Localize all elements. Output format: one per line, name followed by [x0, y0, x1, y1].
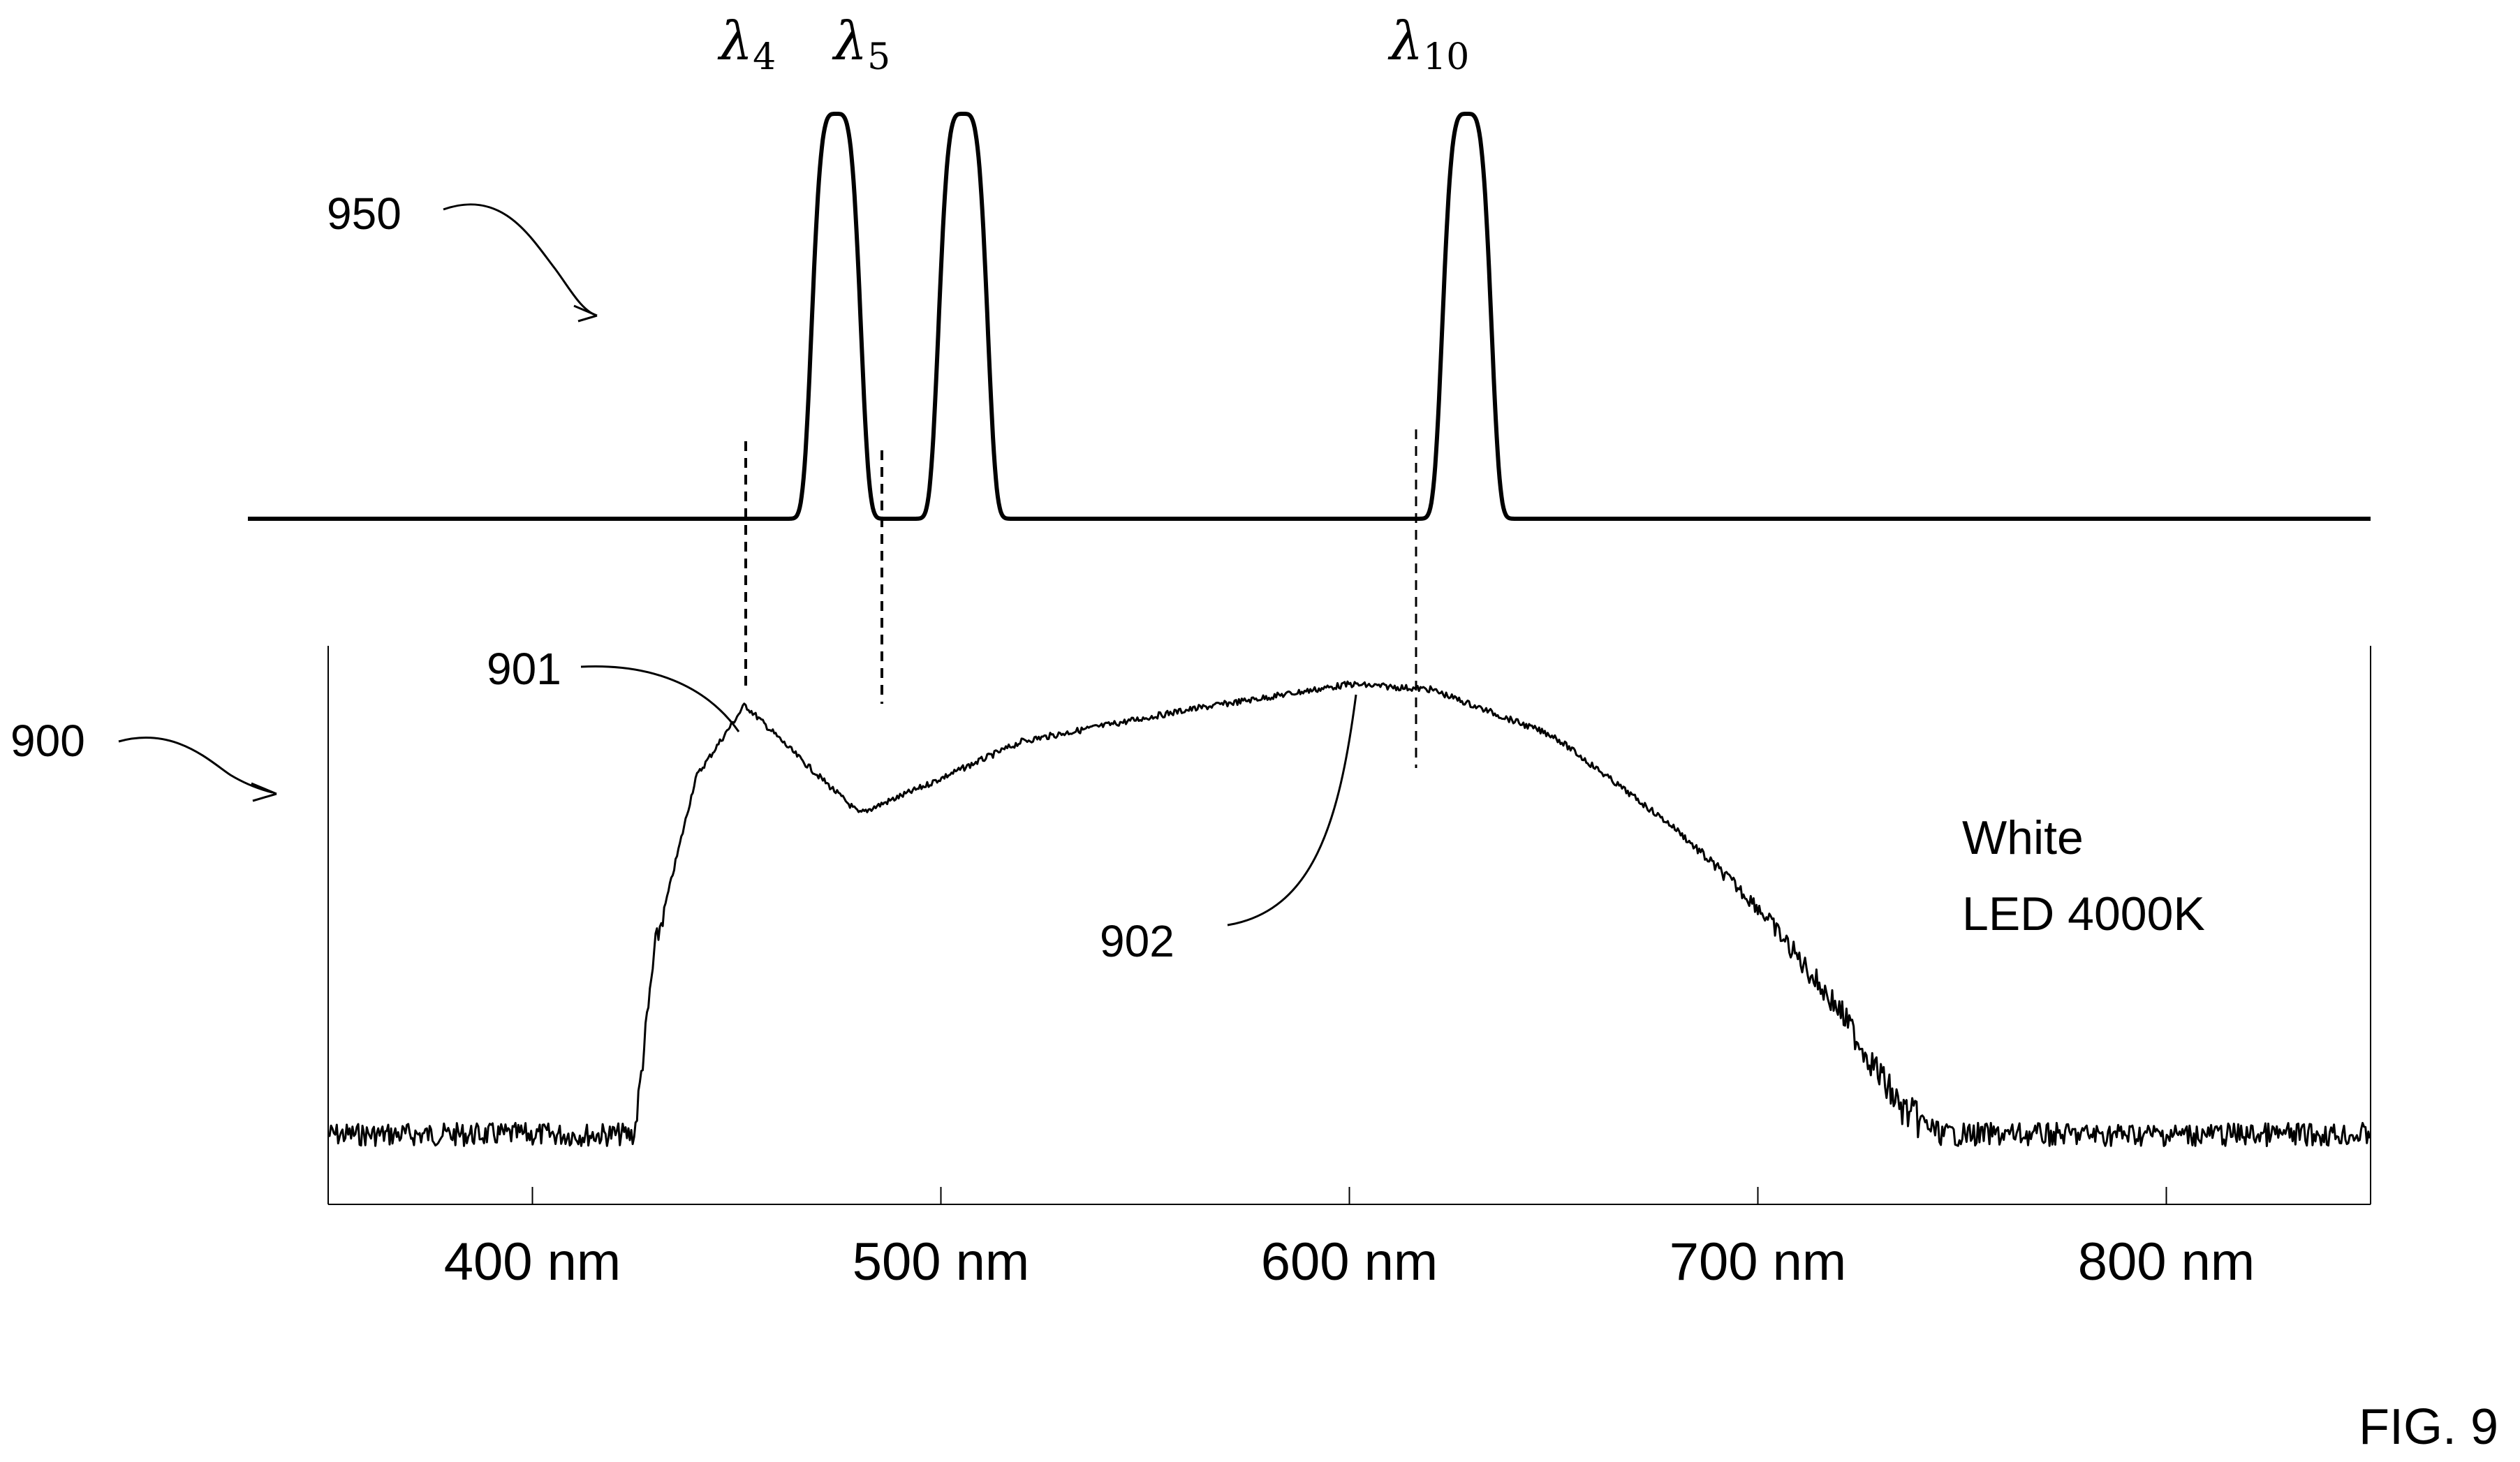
- ref-label-900: 900: [10, 716, 85, 766]
- callout-line-901: [580, 665, 740, 732]
- ref-arrow-900: [118, 737, 273, 794]
- bottom-panel: 400 nm 500 nm 600 nm 700 nm 800 nm White LED…: [10, 644, 2371, 1292]
- figure-label: FIG. 9: [2359, 1399, 2498, 1455]
- x-tick-labels: 400 nm 500 nm 600 nm 700 nm 800 nm: [444, 1232, 2255, 1292]
- x-tick-label-2: 600 nm: [1261, 1232, 1438, 1292]
- peak-label-lambda10: λ10: [1387, 10, 1469, 78]
- peak-label-lambda5: λ5: [832, 10, 890, 78]
- x-tick-label-4: 800 nm: [2078, 1232, 2255, 1292]
- peak-label-lambda4: λ4: [717, 10, 776, 78]
- peak-guides: [744, 429, 1417, 768]
- ref-label-950: 950: [327, 189, 401, 239]
- x-tick-label-0: 400 nm: [444, 1232, 621, 1292]
- callout-label-901: 901: [487, 644, 561, 694]
- arrowhead-950-icon: [573, 304, 598, 323]
- callout-label-902: 902: [1100, 916, 1174, 966]
- filter-peaks-curve: [246, 112, 2372, 521]
- x-ticks: [531, 1187, 2167, 1204]
- callout-line-902: [1227, 694, 1357, 926]
- arrowhead-900-icon: [251, 782, 277, 802]
- ref-arrow-950: [443, 203, 594, 316]
- legend-line-2: LED 4000K: [1962, 887, 2205, 940]
- legend-line-1: White: [1962, 811, 2084, 864]
- x-tick-label-3: 700 nm: [1670, 1232, 1847, 1292]
- x-tick-label-1: 500 nm: [853, 1232, 1030, 1292]
- top-panel: λ4 λ5 λ10 950: [246, 10, 2372, 521]
- led-spectrum-curve: [327, 680, 2371, 1147]
